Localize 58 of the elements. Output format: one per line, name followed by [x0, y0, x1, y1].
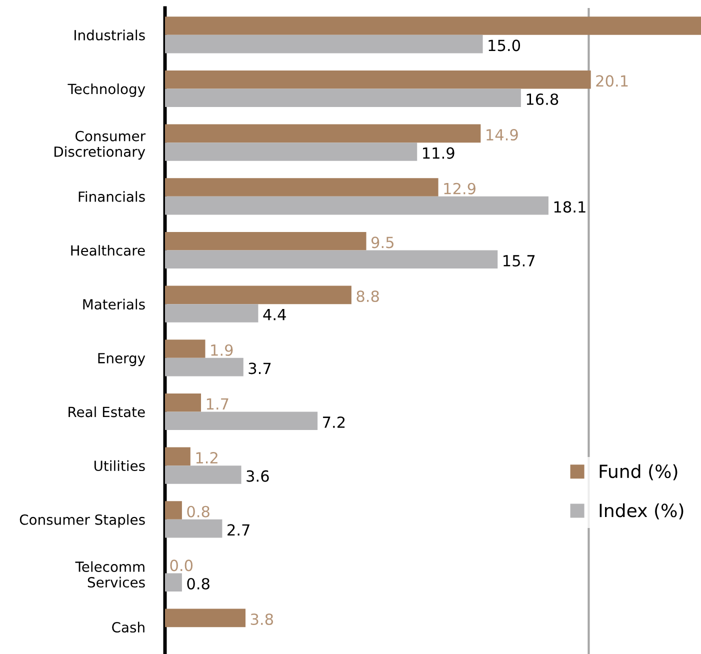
- data-label: 11.9: [423, 147, 454, 159]
- bar: [165, 573, 182, 592]
- y-tick-label: Telecomm Services: [75, 561, 145, 588]
- y-tick-label: Energy: [98, 353, 146, 366]
- bar: [165, 124, 481, 143]
- data-label: 1.9: [211, 344, 233, 356]
- bar: [165, 16, 701, 35]
- data-label: 9.5: [371, 236, 394, 248]
- bar: [165, 70, 591, 89]
- data-label: 2.7: [228, 524, 250, 536]
- y-tick-label: Real Estate: [68, 406, 145, 418]
- y-tick-label: Materials: [83, 298, 145, 310]
- data-label: 4.4: [263, 309, 286, 320]
- y-tick-label: Utilities: [94, 460, 145, 472]
- bar: [165, 393, 202, 412]
- data-label: 12.9: [444, 182, 476, 194]
- data-label: 3.7: [248, 362, 271, 374]
- data-label: 1.2: [196, 452, 218, 464]
- data-label: 8.8: [356, 290, 379, 302]
- bar: [165, 358, 244, 376]
- bar: [165, 34, 483, 54]
- y-tick-label: Industrials: [74, 30, 145, 40]
- bar: [165, 142, 418, 161]
- bar: [165, 232, 366, 250]
- legend-label: Fund (%): [600, 464, 678, 480]
- y-tick-label: Consumer Discretionary: [54, 130, 146, 160]
- bar: [165, 340, 206, 358]
- data-label: 1.7: [206, 398, 228, 410]
- bar: [165, 519, 222, 538]
- data-label: 0.0: [170, 560, 193, 572]
- y-tick-label: Consumer Staples: [20, 514, 145, 528]
- y-tick-label: Financials: [78, 191, 145, 202]
- data-label: 14.9: [486, 129, 518, 141]
- data-label: 15.7: [504, 255, 535, 267]
- data-label: 0.8: [187, 506, 210, 518]
- bar: [165, 608, 246, 628]
- data-label: 0.8: [187, 578, 210, 590]
- legend-label: Index (%): [600, 503, 684, 520]
- data-label: 18.1: [554, 201, 586, 213]
- bar: [165, 466, 242, 484]
- bar: [165, 196, 548, 215]
- bar: [165, 412, 318, 430]
- data-label: 16.8: [526, 93, 558, 106]
- bar: [165, 501, 182, 520]
- bar: [165, 250, 498, 269]
- bar: [165, 178, 438, 196]
- data-label: 20.1: [596, 75, 628, 87]
- bar: [165, 304, 258, 322]
- y-tick-label: Technology: [68, 83, 146, 97]
- data-label: 7.2: [323, 416, 345, 428]
- y-tick-label: Healthcare: [71, 244, 145, 256]
- bar: [165, 447, 190, 466]
- data-label: 3.8: [250, 614, 273, 626]
- y-tick-label: Cash: [112, 622, 144, 633]
- data-label: 3.6: [246, 470, 269, 482]
- bar: [165, 286, 352, 304]
- bar: [165, 88, 521, 108]
- data-label: 15.0: [488, 40, 520, 52]
